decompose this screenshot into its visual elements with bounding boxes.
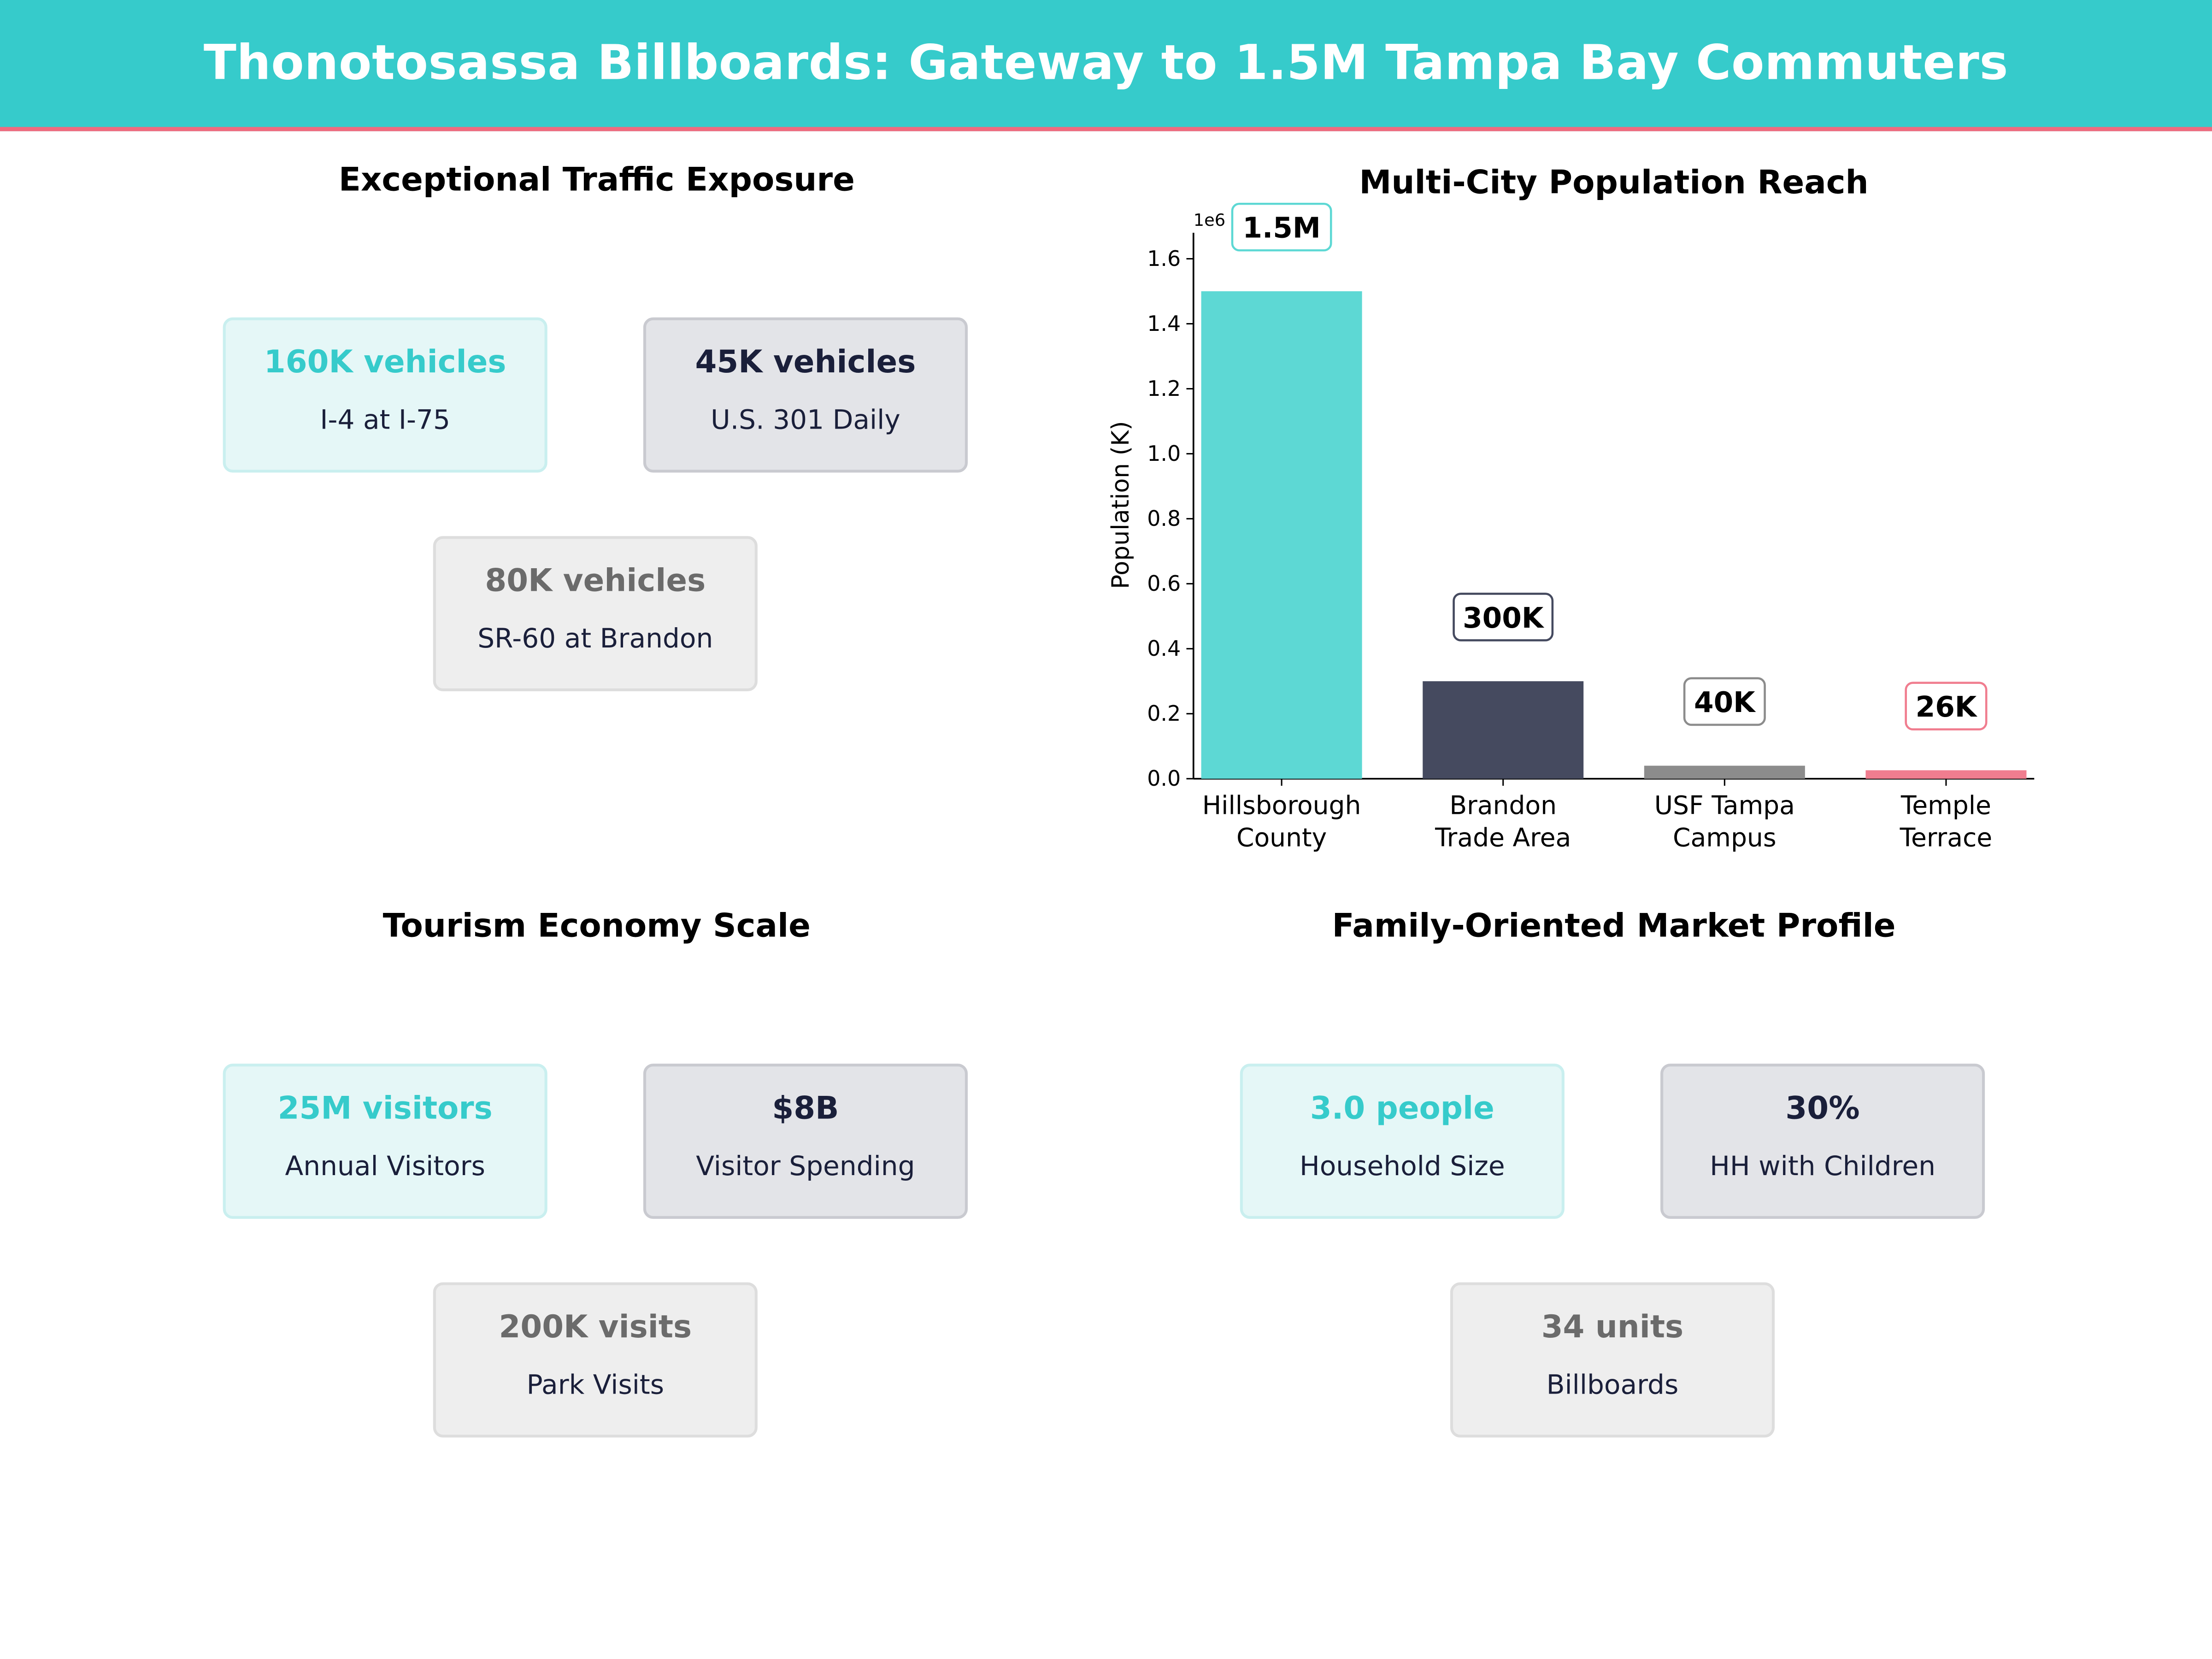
data-label-box bbox=[1683, 677, 1766, 726]
metric-label: Household Size bbox=[1299, 1151, 1505, 1182]
metric-value: 45K vehicles bbox=[695, 345, 916, 381]
x-tick-label: USF Tampa bbox=[1654, 790, 1795, 820]
metric-value: 200K visits bbox=[499, 1310, 692, 1346]
bar bbox=[1865, 770, 2027, 779]
chart-title: Multi-City Population Reach bbox=[1359, 163, 1868, 201]
metric-value: 160K vehicles bbox=[264, 345, 506, 381]
metric-card: $8B Visitor Spending bbox=[643, 1064, 968, 1219]
metric-card: 30% HH with Children bbox=[1660, 1064, 1985, 1219]
data-label: 1.5M bbox=[1242, 212, 1320, 245]
metric-label: Annual Visitors bbox=[285, 1151, 485, 1182]
header-banner: Thonotosassa Billboards: Gateway to 1.5M… bbox=[0, 0, 2212, 131]
data-label-box bbox=[1231, 202, 1332, 252]
metric-value: $8B bbox=[772, 1092, 839, 1127]
data-label: 300K bbox=[1463, 602, 1545, 635]
y-tick-label: 1.2 bbox=[1147, 376, 1181, 401]
data-label-box bbox=[1905, 682, 1988, 730]
metric-value: 25M visitors bbox=[277, 1092, 493, 1127]
y-tick-label: 0.8 bbox=[1147, 506, 1181, 531]
y-tick-label: 0.0 bbox=[1147, 766, 1181, 791]
family-panel-title: Family-Oriented Market Profile bbox=[1332, 908, 1896, 946]
metric-card: 34 units Billboards bbox=[1450, 1282, 1775, 1438]
metric-card: 160K vehicles I-4 at I-75 bbox=[223, 317, 547, 473]
x-tick-label: Brandon bbox=[1449, 790, 1557, 820]
y-tick-label: 0.6 bbox=[1147, 571, 1181, 596]
metric-card: 80K vehicles SR-60 at Brandon bbox=[433, 536, 758, 691]
y-tick-label: 0.4 bbox=[1147, 636, 1181, 661]
metric-value: 80K vehicles bbox=[485, 564, 706, 600]
metric-label: Billboards bbox=[1546, 1370, 1679, 1401]
y-tick-label: 1.6 bbox=[1147, 246, 1181, 271]
bar bbox=[1423, 681, 1584, 779]
offset-label: 1e6 bbox=[1194, 210, 1225, 230]
y-tick-label: 1.4 bbox=[1147, 311, 1181, 336]
tourism-panel-title: Tourism Economy Scale bbox=[382, 908, 811, 946]
metric-value: 34 units bbox=[1541, 1310, 1684, 1346]
data-label-box bbox=[1453, 593, 1554, 641]
x-tick-label: County bbox=[1236, 823, 1327, 853]
metric-value: 30% bbox=[1785, 1092, 1860, 1127]
metric-label: Park Visits bbox=[526, 1370, 665, 1401]
metric-label: SR-60 at Brandon bbox=[477, 624, 713, 655]
y-axis-label: Population (K) bbox=[1107, 421, 1135, 589]
metric-label: U.S. 301 Daily bbox=[711, 405, 900, 436]
metric-label: Visitor Spending bbox=[696, 1151, 915, 1182]
data-label: 26K bbox=[1916, 691, 1978, 724]
metric-label: HH with Children bbox=[1710, 1151, 1936, 1182]
metric-card: 45K vehicles U.S. 301 Daily bbox=[643, 317, 968, 473]
x-tick-label: Trade Area bbox=[1435, 823, 1571, 853]
x-tick-label: Temple bbox=[1900, 790, 1991, 820]
metric-card: 3.0 people Household Size bbox=[1240, 1064, 1565, 1219]
traffic-panel-title: Exceptional Traffic Exposure bbox=[338, 162, 855, 199]
y-tick-label: 0.2 bbox=[1147, 701, 1181, 726]
x-tick-label: Terrace bbox=[1900, 823, 1992, 853]
metric-card: 25M visitors Annual Visitors bbox=[223, 1064, 547, 1219]
page-title: Thonotosassa Billboards: Gateway to 1.5M… bbox=[203, 35, 2009, 92]
x-tick-label: Campus bbox=[1673, 823, 1777, 853]
bar bbox=[1201, 291, 1362, 779]
x-tick-label: Hillsborough bbox=[1202, 790, 1361, 820]
bar bbox=[1644, 765, 1805, 779]
y-tick-label: 1.0 bbox=[1147, 441, 1181, 466]
metric-value: 3.0 people bbox=[1310, 1092, 1494, 1127]
metric-card: 200K visits Park Visits bbox=[433, 1282, 758, 1438]
data-label: 40K bbox=[1694, 686, 1756, 719]
metric-label: I-4 at I-75 bbox=[320, 405, 451, 436]
